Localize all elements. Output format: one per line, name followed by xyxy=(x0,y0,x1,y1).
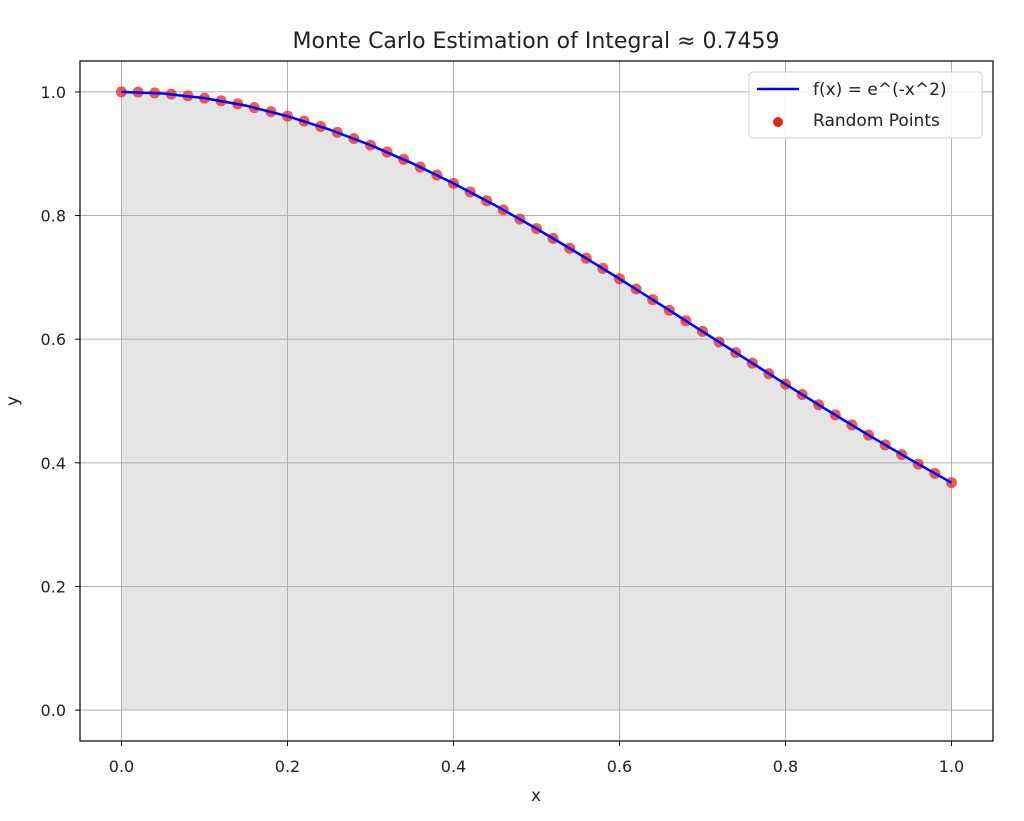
x-tick-label: 1.0 xyxy=(939,757,964,776)
y-tick-label: 0.8 xyxy=(41,207,66,226)
legend-entry-points: Random Points xyxy=(813,111,940,131)
axes-frame xyxy=(79,60,994,742)
y-axis-label: y xyxy=(3,396,23,406)
legend-box xyxy=(748,71,983,139)
area-fill xyxy=(121,91,952,711)
legend-entry-function: f(x) = e^(-x^2) xyxy=(813,80,947,100)
legend: f(x) = e^(-x^2) Random Points xyxy=(748,71,983,139)
y-tick-label: 1.0 xyxy=(41,83,66,102)
x-axis-label: x xyxy=(531,786,541,806)
x-tick-label: 0.0 xyxy=(109,757,134,776)
plot-area: 0.0 0.2 0.4 0.6 0.8 1.0 0.0 0.2 0.4 0.6 0.8 1.0 xyxy=(41,60,994,776)
y-tick-label: 0.0 xyxy=(41,701,66,720)
x-tick-label: 0.4 xyxy=(441,757,466,776)
y-tick-label: 0.6 xyxy=(41,330,66,349)
y-tick-label: 0.4 xyxy=(41,454,66,473)
legend-point-swatch xyxy=(773,117,783,127)
x-tick-label: 0.6 xyxy=(607,757,632,776)
chart-title: Monte Carlo Estimation of Integral ≈ 0.7… xyxy=(293,29,780,54)
x-tick-label: 0.8 xyxy=(773,757,798,776)
x-tick-label: 0.2 xyxy=(275,757,300,776)
y-tick-label: 0.2 xyxy=(41,577,66,596)
function-line xyxy=(121,90,953,484)
